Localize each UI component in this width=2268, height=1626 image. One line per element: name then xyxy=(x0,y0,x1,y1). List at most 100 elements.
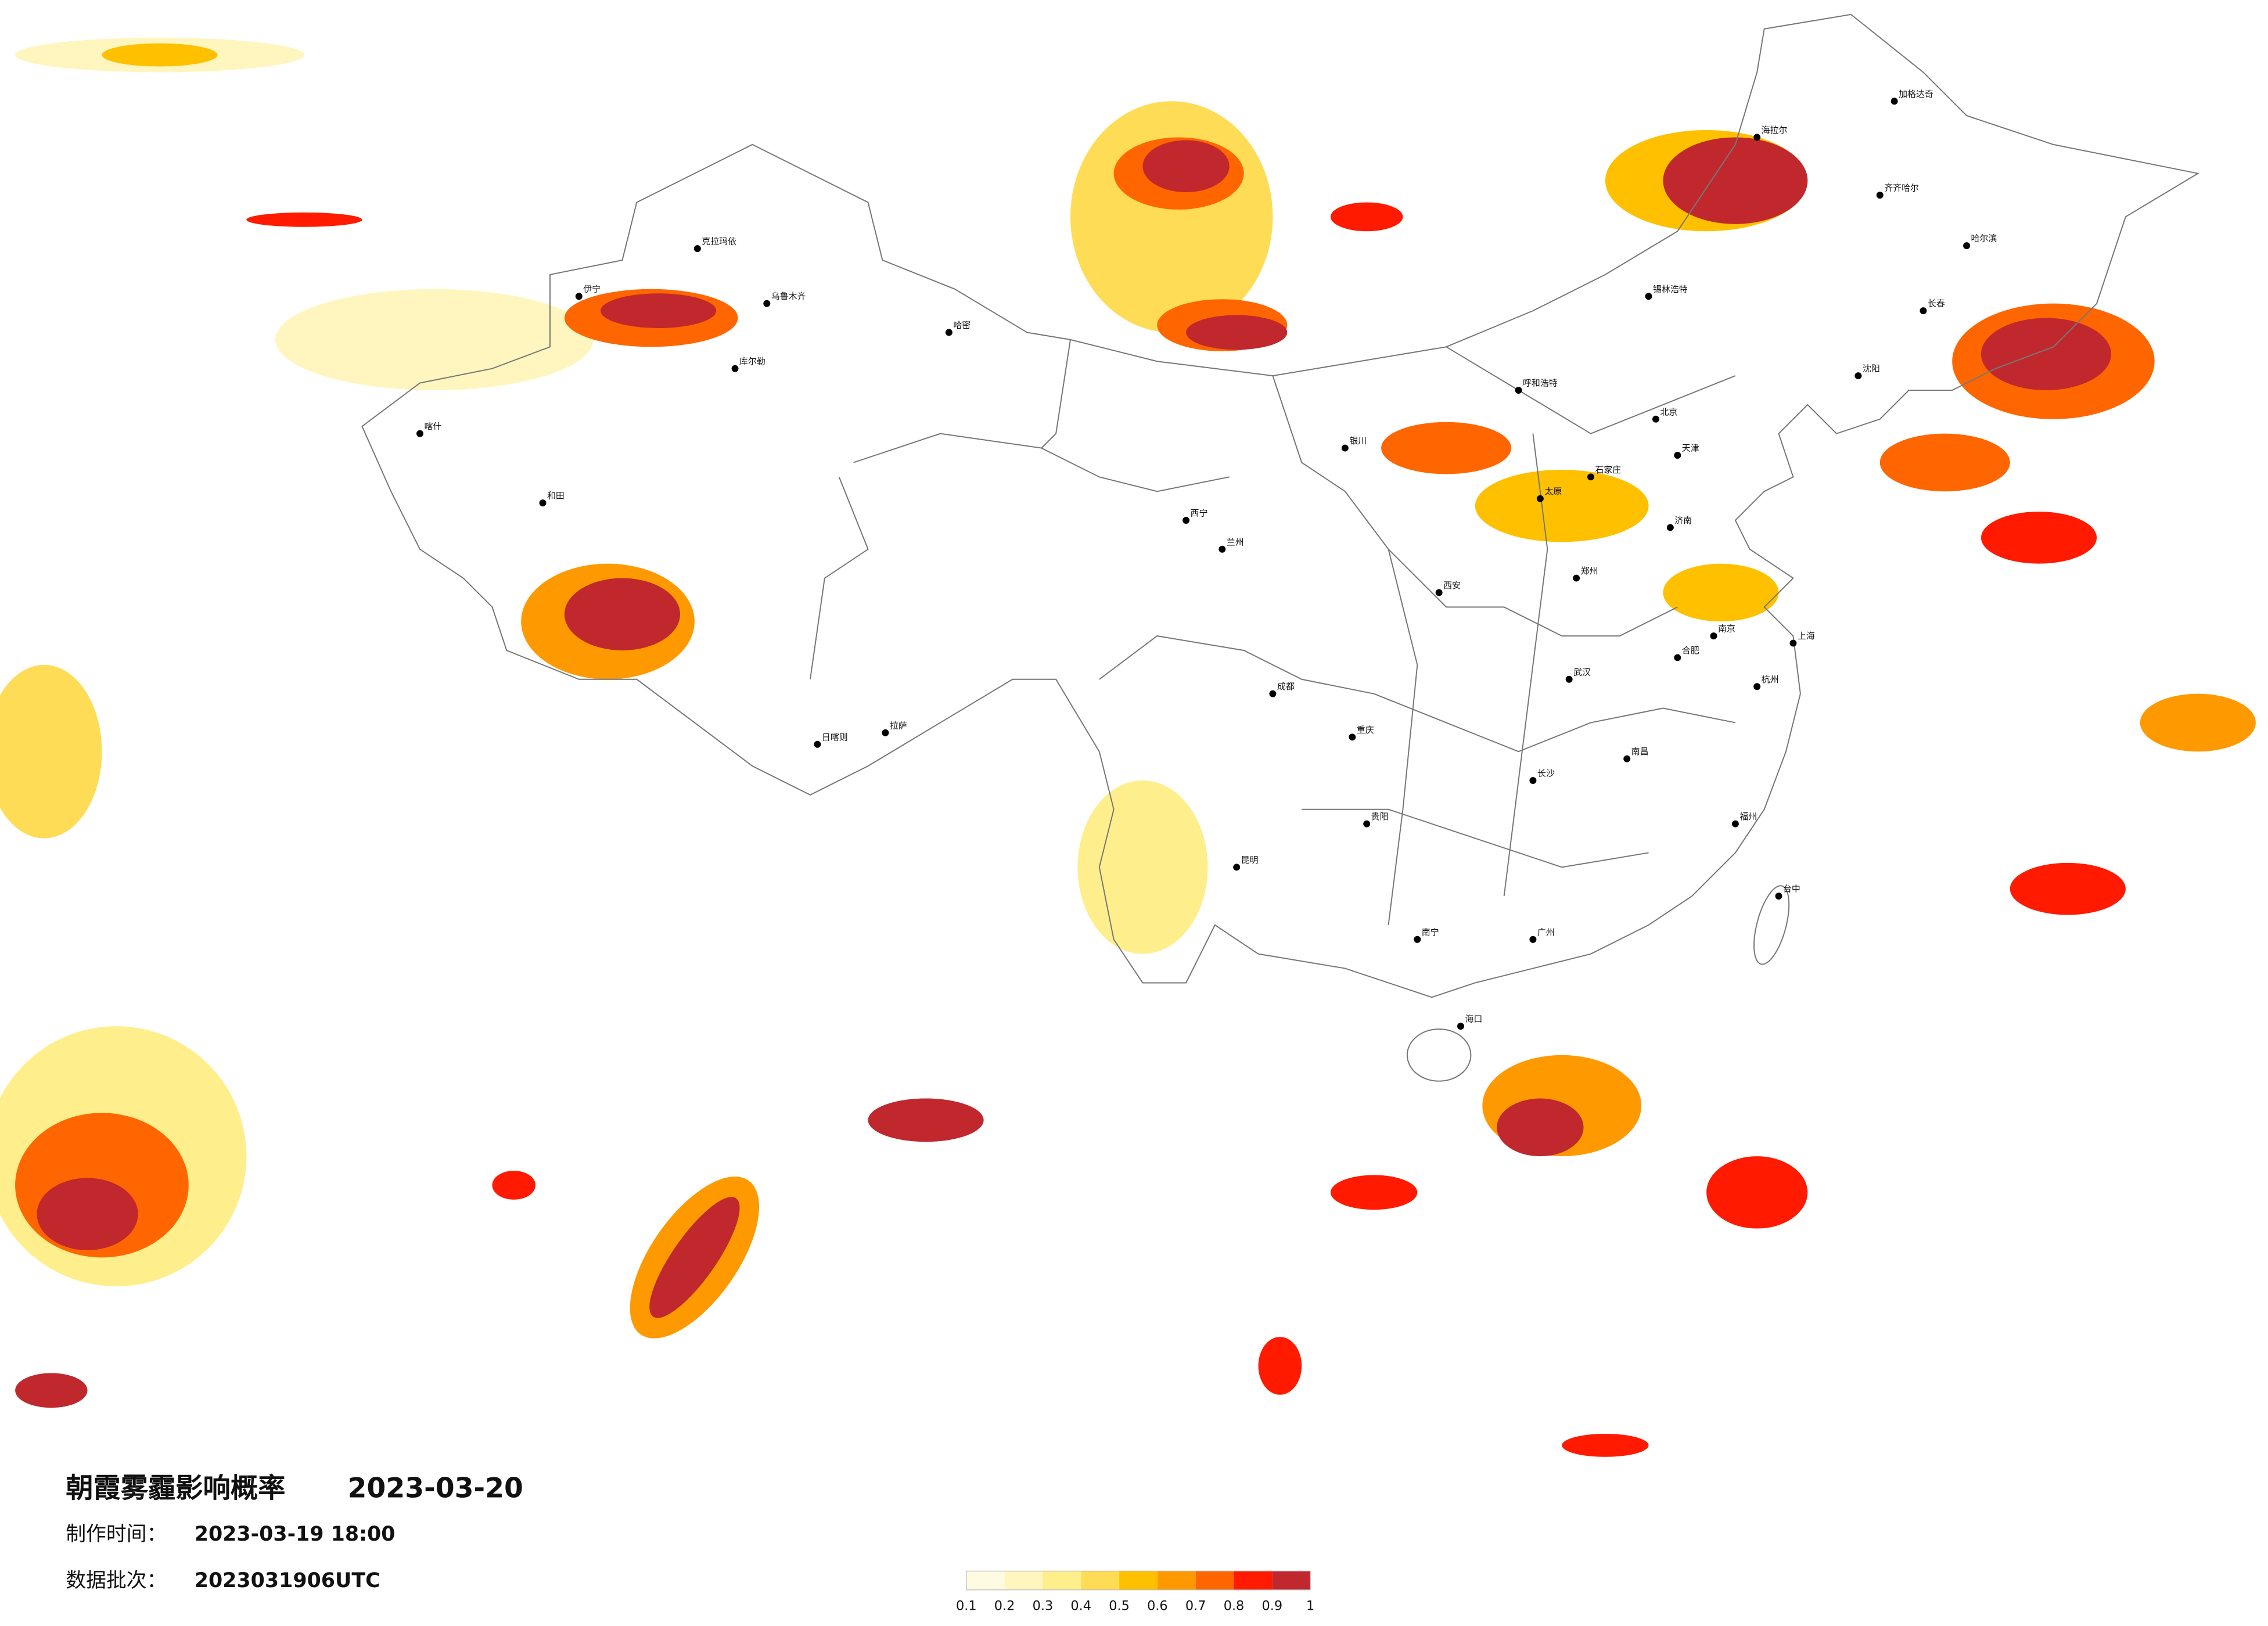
city-label: 库尔勒 xyxy=(739,356,765,366)
city-label: 长沙 xyxy=(1537,768,1555,779)
city-dot xyxy=(693,245,701,253)
city-label: 济南 xyxy=(1674,515,1692,526)
city-dot xyxy=(1269,690,1277,697)
city-dot xyxy=(1666,524,1674,531)
city-dot xyxy=(1920,307,1927,315)
legend-tick: 0.8 xyxy=(1224,1599,1245,1614)
city-label: 南昌 xyxy=(1631,746,1649,757)
made-label: 制作时间： xyxy=(66,1523,167,1546)
legend-swatch xyxy=(1004,1571,1043,1590)
city-dot xyxy=(1363,820,1371,828)
city-dot xyxy=(1789,639,1797,647)
city-dot xyxy=(1457,1023,1464,1030)
legend-tick: 1 xyxy=(1306,1599,1314,1614)
legend-tick: 0.3 xyxy=(1033,1599,1054,1614)
city-dot xyxy=(1963,242,1971,250)
city-label: 北京 xyxy=(1660,406,1677,417)
city-dot xyxy=(1890,98,1898,105)
city-dot xyxy=(1753,134,1761,141)
city-dot xyxy=(1341,444,1349,452)
city-dot xyxy=(814,740,821,748)
city-label: 广州 xyxy=(1537,927,1555,937)
city-dot xyxy=(1731,820,1739,828)
map-date: 2023-03-20 xyxy=(348,1472,523,1504)
made-time: 2023-03-19 18:00 xyxy=(195,1523,396,1546)
city-dot xyxy=(1710,632,1717,640)
legend-tick: 0.9 xyxy=(1262,1599,1283,1614)
city-label: 太原 xyxy=(1544,486,1562,497)
city-label: 西宁 xyxy=(1191,508,1208,519)
city-label: 天津 xyxy=(1682,443,1699,454)
city-label: 海拉尔 xyxy=(1762,125,1788,135)
city-label: 重庆 xyxy=(1357,725,1374,735)
city-dot xyxy=(1623,755,1631,762)
city-dot xyxy=(1233,864,1241,871)
city-label: 乌鲁木齐 xyxy=(771,291,806,301)
city-dot xyxy=(1652,415,1659,423)
city-dot xyxy=(1854,372,1862,380)
legend-swatch xyxy=(1043,1571,1081,1590)
city-dot xyxy=(945,329,953,336)
city-label: 台中 xyxy=(1783,884,1800,894)
city-dot xyxy=(882,729,889,736)
city-label: 齐齐哈尔 xyxy=(1884,183,1919,193)
city-dot xyxy=(1414,936,1421,943)
legend-tick: 0.4 xyxy=(1070,1599,1091,1614)
city-label: 克拉玛依 xyxy=(702,236,736,247)
city-dot xyxy=(1565,675,1573,683)
city-dot xyxy=(1587,473,1594,481)
city-label: 南京 xyxy=(1718,624,1735,634)
city-dot xyxy=(1435,589,1443,596)
city-label: 沈阳 xyxy=(1863,364,1880,374)
legend-swatch xyxy=(1195,1571,1234,1590)
city-label: 哈尔滨 xyxy=(1971,233,1997,244)
city-label: 海口 xyxy=(1465,1014,1482,1024)
legend-tick: 0.5 xyxy=(1109,1599,1130,1614)
city-dot xyxy=(539,499,547,507)
legend-swatch xyxy=(1119,1571,1158,1590)
city-dot xyxy=(1349,733,1356,741)
city-label: 日喀则 xyxy=(822,732,848,742)
city-label: 锡林浩特 xyxy=(1653,284,1688,294)
city-label: 呼和浩特 xyxy=(1523,378,1558,388)
legend-swatch xyxy=(966,1571,1005,1590)
city-dot xyxy=(763,300,771,307)
probability-field xyxy=(0,37,2256,1457)
city-label: 武汉 xyxy=(1573,667,1591,677)
city-dot xyxy=(1645,293,1652,300)
legend-swatch xyxy=(1234,1571,1273,1590)
city-label: 长春 xyxy=(1928,298,1945,309)
city-dot xyxy=(1529,936,1537,943)
legend: 0.1 0.2 0.3 0.4 0.5 0.6 0.7 0.8 0.9 1 xyxy=(956,1570,1314,1614)
city-label: 加格达奇 xyxy=(1899,89,1933,99)
city-dot xyxy=(731,365,739,372)
batch-label: 数据批次： xyxy=(66,1569,167,1592)
city-label: 拉萨 xyxy=(890,720,907,731)
city-dot xyxy=(1674,452,1681,459)
legend-frame xyxy=(966,1570,1311,1591)
city-dot xyxy=(1753,683,1761,690)
city-label: 兰州 xyxy=(1227,537,1244,547)
city-label: 哈密 xyxy=(953,320,971,330)
legend-swatch xyxy=(1157,1571,1196,1590)
city-dot xyxy=(1182,517,1190,524)
legend-swatch xyxy=(1272,1571,1311,1590)
legend-tick: 0.2 xyxy=(994,1599,1015,1614)
city-label: 喀什 xyxy=(424,421,441,431)
china-outline xyxy=(361,13,2200,1082)
city-label: 成都 xyxy=(1277,681,1295,692)
city-label: 郑州 xyxy=(1581,566,1598,576)
city-dot xyxy=(1674,654,1681,661)
legend-tick: 0.1 xyxy=(956,1599,977,1614)
city-label: 南宁 xyxy=(1422,927,1439,937)
city-dot xyxy=(416,430,423,437)
legend-tick: 0.7 xyxy=(1185,1599,1206,1614)
city-label: 银川 xyxy=(1349,436,1367,446)
city-label: 昆明 xyxy=(1241,855,1259,865)
city-dot xyxy=(1536,495,1544,502)
batch-value: 2023031906UTC xyxy=(195,1569,380,1592)
city-label: 西安 xyxy=(1443,580,1461,591)
